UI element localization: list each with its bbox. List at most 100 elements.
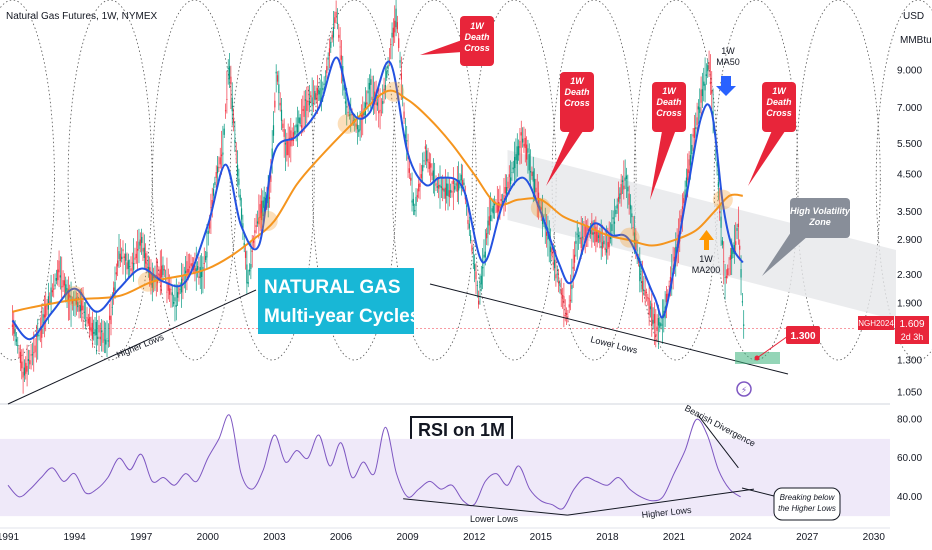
callout-text: High Volatility [790, 206, 851, 216]
rsi-line [7, 414, 741, 510]
callout-pointer [546, 130, 584, 186]
callout-text: Death [464, 32, 490, 42]
cross-marker [384, 81, 405, 102]
callout-text: 1W [570, 76, 585, 86]
cycle-ellipse [551, 0, 637, 361]
flash-glyph: ⚡ [741, 385, 747, 395]
price-tag: NGH2024 1.609 2d 3h [858, 316, 929, 344]
callout-text: Death [766, 97, 792, 107]
ma200-label: 1W [699, 254, 713, 264]
callout-text: 1W [772, 86, 787, 96]
rsi-lower-lows-label: Lower Lows [470, 514, 519, 524]
cross-marker [619, 227, 640, 248]
cross-marker [137, 271, 158, 292]
callout-text: Cross [464, 43, 490, 53]
callout-text: Cross [564, 98, 590, 108]
target-callout: 1.300 [786, 326, 820, 344]
callout-box [762, 82, 796, 132]
cycle-ellipse [67, 0, 153, 361]
callout-pointer [762, 226, 808, 276]
callout-box [790, 198, 850, 238]
break-note-text: the Higher Lows [778, 504, 836, 513]
y-tick-label: 1.300 [897, 356, 922, 367]
callout-text: Death [656, 97, 682, 107]
x-tick-label: 2012 [463, 532, 486, 543]
cycle-ellipse [0, 0, 55, 361]
rsi-band [0, 438, 890, 517]
callout-pointer [650, 130, 676, 200]
ma50-arrow [716, 76, 736, 96]
callout-text: 1W [470, 21, 485, 31]
callout-box [652, 82, 686, 132]
big-title-box [258, 268, 414, 334]
ma200-arrow [699, 230, 714, 250]
cycle-ellipse [633, 0, 719, 361]
cycle-ellipse [391, 0, 477, 361]
price-tag-symbol: NGH2024 [858, 319, 894, 328]
y-tick-label: 9.000 [897, 65, 922, 76]
candles [11, 0, 745, 394]
lower-lows-line [429, 283, 789, 375]
x-tick-label: 2015 [530, 532, 553, 543]
y-tick-label: 2.900 [897, 235, 922, 246]
y-tick-label: 2.300 [897, 270, 922, 281]
ma200-line [12, 89, 743, 313]
x-tick-label: 2003 [263, 532, 286, 543]
cross-marker [64, 285, 85, 306]
callout-box [560, 72, 594, 132]
x-tick-label: 1997 [130, 532, 153, 543]
cycle-ellipse [713, 0, 799, 361]
x-tick-label: 1991 [0, 532, 20, 543]
rsi-y-tick-label: 60.00 [897, 453, 922, 464]
ma50-line [11, 56, 744, 341]
x-tick-label: 2009 [396, 532, 419, 543]
callout-text: Cross [766, 108, 792, 118]
unit-label: MMBtu [900, 35, 932, 46]
volatility-channel [507, 150, 896, 320]
target-value: 1.300 [790, 331, 815, 342]
x-tick-label: 2000 [197, 532, 220, 543]
x-tick-label: 1994 [63, 532, 86, 543]
chart-title: Natural Gas Futures, 1W, NYMEX [6, 11, 158, 22]
x-tick-label: 2021 [663, 532, 686, 543]
currency-label: USD [903, 11, 925, 22]
callout-box [460, 16, 494, 66]
cross-marker [257, 210, 278, 231]
break-note-text: Breaking below [780, 493, 836, 502]
x-tick-label: 2027 [796, 532, 819, 543]
cross-marker [530, 197, 551, 218]
big-title-2: Multi-year Cycles [264, 306, 421, 327]
y-tick-label: 5.500 [897, 139, 922, 150]
higher-lows-line [7, 289, 257, 405]
ma50-label: MA50 [716, 57, 740, 67]
rsi-divergence-line [698, 415, 739, 469]
x-tick-label: 2018 [596, 532, 619, 543]
target-box [786, 326, 820, 344]
y-tick-label: 1.900 [897, 299, 922, 310]
rsi-title: RSI on 1M [410, 416, 514, 445]
x-tick-label: 2030 [863, 532, 886, 543]
cycle-ellipse [795, 0, 881, 361]
price-tag-symbol-box [858, 316, 894, 330]
lower-lows-label: Lower Lows [590, 334, 640, 355]
break-note-box [773, 487, 841, 521]
higher-lows-label: Higher Lows [115, 332, 166, 360]
callout-text: 1W [662, 86, 677, 96]
price-tag-countdown: 2d 3h [901, 332, 924, 342]
cycle-ellipse [229, 0, 315, 361]
x-tick-label: 2006 [330, 532, 353, 543]
callout-text: Zone [808, 217, 831, 227]
rsi-lower-lows-line [403, 498, 568, 516]
target-dot [754, 355, 760, 361]
cycle-ellipse [152, 0, 237, 361]
rsi-higher-lows-line [567, 488, 754, 516]
price-tag-value: 1.609 [899, 319, 924, 330]
callout-pointer [420, 40, 462, 55]
callout-text: Cross [656, 108, 682, 118]
